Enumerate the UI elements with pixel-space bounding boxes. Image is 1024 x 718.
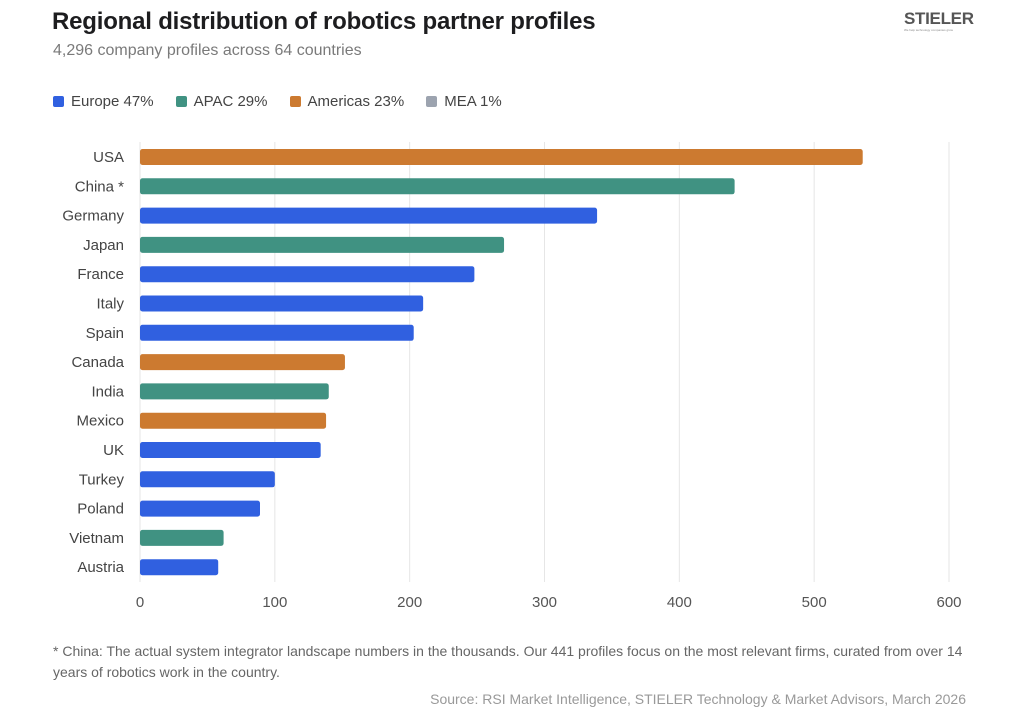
y-category-label: Mexico [76, 413, 124, 430]
bar-italy [140, 295, 424, 312]
chart-title: Regional distribution of robotics partne… [52, 8, 596, 35]
source-note: Source: RSI Market Intelligence, STIELER… [430, 691, 966, 707]
legend-item-europe: Europe 47% [53, 93, 154, 110]
bar-japan [140, 236, 505, 253]
legend-label: MEA 1% [444, 93, 502, 110]
logo-name: STIELER [904, 9, 974, 28]
y-category-label: Poland [77, 501, 124, 518]
footnote: * China: The actual system integrator la… [53, 643, 963, 680]
y-category-label: Austria [77, 559, 124, 576]
legend-item-americas: Americas 23% [289, 93, 405, 110]
y-category-label: India [91, 383, 124, 400]
legend-swatch [289, 96, 301, 107]
x-tick-label: 300 [532, 594, 557, 611]
bar-austria [140, 559, 219, 576]
y-category-label: France [77, 266, 124, 283]
y-category-label: China * [75, 178, 124, 195]
legend-item-apac: APAC 29% [175, 93, 268, 110]
y-category-label: Vietnam [69, 530, 124, 547]
bar-poland [140, 500, 261, 517]
bar-france [140, 266, 475, 283]
y-category-label: Turkey [79, 471, 125, 488]
y-category-label: Japan [83, 237, 124, 254]
bar-usa [140, 149, 863, 165]
bar-vietnam [140, 529, 224, 546]
legend: Europe 47% APAC 29% Americas 23% MEA 1% [53, 93, 502, 110]
bar-china [140, 178, 735, 195]
logo-tagline: We help technology companies grow [904, 28, 953, 32]
legend-swatch [426, 96, 438, 107]
legend-label: Americas 23% [307, 93, 405, 110]
x-tick-label: 0 [136, 594, 144, 611]
x-tick-label: 600 [936, 594, 961, 611]
legend-item-mea: MEA 1% [426, 93, 502, 110]
bar-india [140, 383, 329, 400]
bar-turkey [140, 471, 275, 488]
x-tick-label: 500 [802, 594, 827, 611]
y-category-label: UK [103, 442, 124, 459]
legend-label: APAC 29% [193, 93, 268, 110]
bar-spain [140, 324, 414, 341]
bar-germany [140, 207, 598, 224]
y-category-label: USA [93, 149, 124, 166]
legend-swatch [53, 96, 64, 107]
x-tick-label: 200 [397, 594, 422, 611]
x-tick-label: 100 [262, 594, 287, 611]
y-category-label: Italy [96, 296, 124, 313]
bar-canada [140, 354, 345, 371]
legend-label: Europe 47% [71, 93, 154, 110]
chart-subtitle: 4,296 company profiles across 64 countri… [53, 42, 362, 59]
y-category-label: Spain [86, 325, 124, 342]
bar-mexico [140, 412, 327, 429]
legend-swatch [175, 96, 187, 107]
y-category-label: Germany [62, 208, 124, 225]
bar-uk [140, 442, 321, 458]
stieler-logo: STIELER We help technology companies gro… [904, 9, 974, 32]
x-tick-label: 400 [667, 594, 692, 611]
y-category-label: Canada [71, 354, 124, 371]
